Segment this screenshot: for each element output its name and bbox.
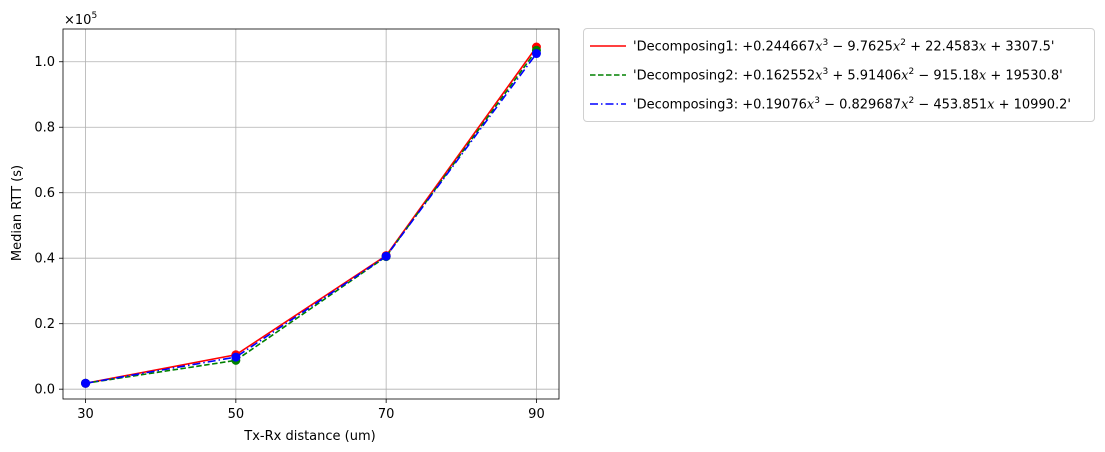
x-axis-label: Tx-Rx distance (um) xyxy=(243,429,375,444)
legend-swatch xyxy=(590,103,626,105)
series-point xyxy=(531,49,541,59)
x-tick-label: 50 xyxy=(228,407,245,422)
y-tick-label: 0.6 xyxy=(34,186,55,201)
y-scale-label: ×105 xyxy=(64,11,97,28)
legend-label: 'Decomposing1: +0.244667x3 − 9.7625x2 + … xyxy=(633,37,1055,55)
grid xyxy=(63,29,559,399)
x-tick-label: 70 xyxy=(378,407,395,422)
series-point xyxy=(381,251,391,261)
y-tick-label: 1.0 xyxy=(34,55,55,70)
y-axis-label: Median RTT (s) xyxy=(10,165,25,261)
y-scale-exponent: 5 xyxy=(91,11,97,21)
legend-item: 'Decomposing3: +0.19076x3 − 0.829687x2 −… xyxy=(584,94,1071,114)
series-point xyxy=(231,352,241,362)
series-line xyxy=(85,49,538,385)
plot-frame xyxy=(62,28,560,400)
labels: ×105 Tx-Rx distance (um) Median RTT (s) xyxy=(10,11,376,444)
y-tick-label: 0.2 xyxy=(34,317,55,332)
series-line xyxy=(85,46,538,385)
legend-item: 'Decomposing2: +0.162552x3 + 5.91406x2 −… xyxy=(584,65,1063,85)
series-group xyxy=(81,42,541,388)
legend: 'Decomposing1: +0.244667x3 − 9.7625x2 + … xyxy=(583,28,1095,122)
y-tick-label: 0.8 xyxy=(34,121,55,136)
y-tick-label: 0.0 xyxy=(34,383,55,398)
axes: 30 50 70 90 0.0 0.2 0.4 0.6 0.8 1.0 xyxy=(34,28,560,422)
x-tick-label: 30 xyxy=(77,407,94,422)
legend-label: 'Decomposing2: +0.162552x3 + 5.91406x2 −… xyxy=(633,66,1063,84)
series-line xyxy=(85,53,538,385)
x-tick-label: 90 xyxy=(528,407,545,422)
y-tick-label: 0.4 xyxy=(34,252,55,267)
legend-item: 'Decomposing1: +0.244667x3 − 9.7625x2 + … xyxy=(584,36,1054,56)
legend-swatch xyxy=(590,45,626,47)
legend-label: 'Decomposing3: +0.19076x3 − 0.829687x2 −… xyxy=(633,95,1071,113)
series-point xyxy=(81,378,91,388)
legend-swatch xyxy=(590,74,626,76)
